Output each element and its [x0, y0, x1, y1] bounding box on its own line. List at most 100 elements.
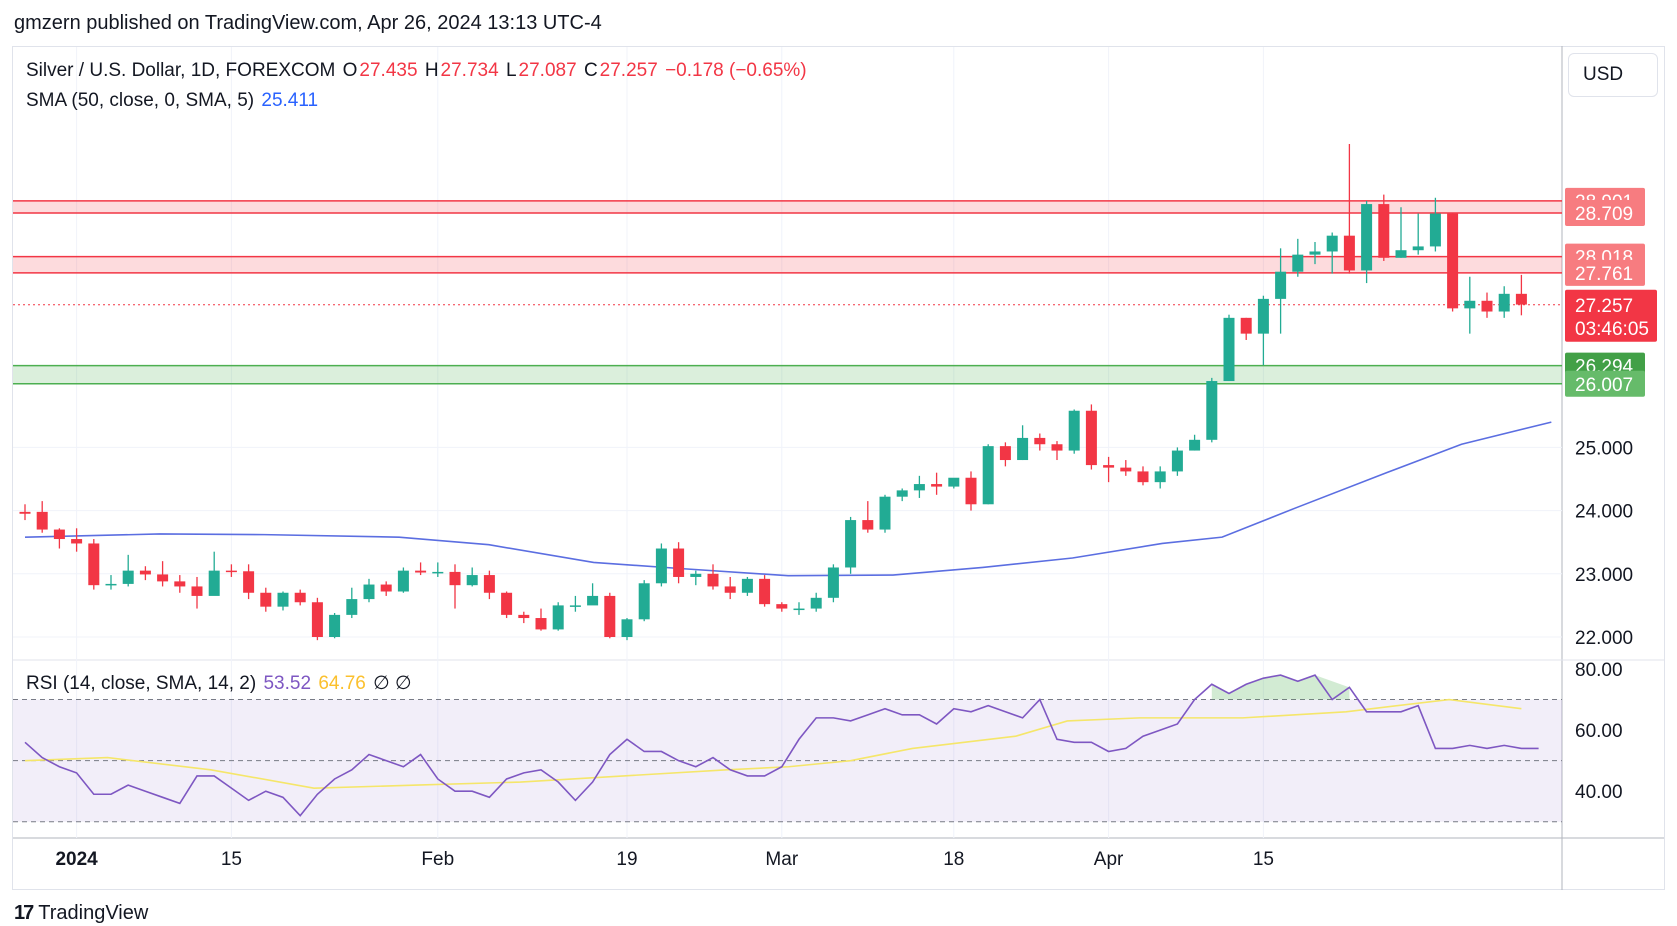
- candle-body: [827, 567, 839, 598]
- candle-up: [638, 580, 650, 622]
- candle-down: [1103, 456, 1115, 483]
- close-label: C: [583, 60, 598, 81]
- candle-body: [862, 520, 874, 530]
- rsi-overbought-fill: [1211, 675, 1350, 700]
- candle-body: [879, 496, 891, 530]
- candle-body: [1429, 213, 1441, 247]
- candle-down: [1378, 194, 1390, 261]
- candle-body: [741, 578, 753, 593]
- candle-up: [363, 578, 375, 603]
- countdown-label: 03:46:05: [1575, 319, 1649, 340]
- candle-up: [1017, 425, 1029, 461]
- high-value: 27.734: [440, 60, 499, 81]
- tradingview-logo-icon[interactable]: 17: [14, 902, 34, 924]
- candle-body: [36, 511, 48, 530]
- candle-body: [432, 571, 444, 574]
- candle-body: [1051, 444, 1063, 451]
- candle-down: [1481, 292, 1493, 318]
- candle-down: [604, 592, 616, 639]
- footer-brand[interactable]: TradingView: [38, 902, 149, 924]
- candle-body: [346, 599, 358, 615]
- candle-body: [604, 595, 616, 637]
- resistance-price-label-bg: [1565, 199, 1645, 226]
- candle-down: [1343, 144, 1355, 274]
- ohlc-legend: Silver / U.S. Dollar, 1D, FOREXCOM O 27.4…: [26, 60, 809, 82]
- candle-down: [707, 564, 719, 590]
- candle-down: [449, 564, 461, 609]
- candle-down: [776, 602, 788, 612]
- candle-down: [862, 501, 874, 533]
- candle-down: [931, 472, 943, 495]
- time-axis-label: 15: [1253, 849, 1274, 870]
- candle-body: [587, 595, 599, 606]
- candle-body: [501, 592, 513, 615]
- candle-up: [1068, 409, 1080, 454]
- candle-body: [1120, 467, 1132, 472]
- currency-button[interactable]: USD: [1568, 53, 1658, 97]
- candle-down: [36, 501, 48, 533]
- sma-value: 25.411: [261, 90, 319, 111]
- resistance-zone-upper: [13, 200, 1562, 213]
- candle-up: [982, 444, 994, 505]
- candle-down: [53, 528, 65, 549]
- candle-up: [810, 592, 822, 612]
- candle-up: [1292, 238, 1304, 277]
- rsi-extra: ∅ ∅: [373, 673, 412, 694]
- sma-label[interactable]: SMA (50, close, 0, SMA, 5): [26, 90, 255, 111]
- low-value: 27.087: [518, 60, 577, 81]
- rsi-label[interactable]: RSI (14, close, SMA, 14, 2): [26, 673, 257, 694]
- candle-up: [1395, 207, 1407, 258]
- support-price-label-bg: [1565, 370, 1645, 397]
- candle-down: [260, 587, 272, 612]
- candle-body: [948, 477, 960, 487]
- candle-up: [329, 612, 341, 639]
- candle-up: [346, 587, 358, 619]
- low-label: L: [505, 60, 517, 81]
- candle-up: [1171, 447, 1183, 476]
- candle-body: [483, 575, 495, 593]
- candle-body: [810, 597, 822, 609]
- open-value: 27.435: [359, 60, 418, 81]
- candle-body: [965, 477, 977, 505]
- candle-up: [587, 583, 599, 606]
- candle-up: [1429, 197, 1441, 252]
- candle-body: [122, 570, 134, 584]
- candle-body: [1326, 235, 1338, 252]
- candle-up: [948, 477, 960, 489]
- candle-body: [1189, 439, 1201, 451]
- price-axis-label: 24.000: [1575, 502, 1633, 523]
- candle-down: [1120, 460, 1132, 476]
- price-axis-label: 25.000: [1575, 438, 1633, 459]
- candle-up: [1189, 434, 1201, 451]
- candle-up: [621, 618, 633, 641]
- candle-body: [535, 618, 547, 630]
- candle-body: [982, 446, 994, 505]
- price-axis-label: 22.000: [1575, 628, 1633, 649]
- candle-body: [1240, 317, 1252, 334]
- candle-body: [1068, 410, 1080, 451]
- candle-body: [1361, 204, 1373, 271]
- currency-label: USD: [1583, 64, 1624, 85]
- candle-body: [690, 573, 702, 577]
- candle-down: [1051, 441, 1063, 461]
- symbol-label[interactable]: Silver / U.S. Dollar, 1D, FOREXCOM: [26, 60, 336, 81]
- chart-frame: [12, 46, 1665, 890]
- candle-down: [1515, 274, 1527, 316]
- candle-down: [759, 575, 771, 607]
- open-label: O: [342, 60, 358, 81]
- candle-body: [569, 605, 581, 607]
- candle-body: [776, 604, 788, 609]
- candle-down: [311, 597, 323, 641]
- time-axis-label: 2024: [55, 849, 98, 870]
- candle-body: [380, 584, 392, 592]
- candle-body: [1343, 235, 1355, 271]
- resistance-price-label: 27.761: [1575, 264, 1633, 285]
- candle-body: [88, 543, 100, 586]
- candle-body: [1223, 317, 1235, 382]
- candle-up: [1206, 377, 1218, 443]
- candle-body: [19, 511, 31, 514]
- candle-up: [432, 562, 444, 577]
- candle-up: [1309, 242, 1321, 265]
- candle-body: [1171, 450, 1183, 472]
